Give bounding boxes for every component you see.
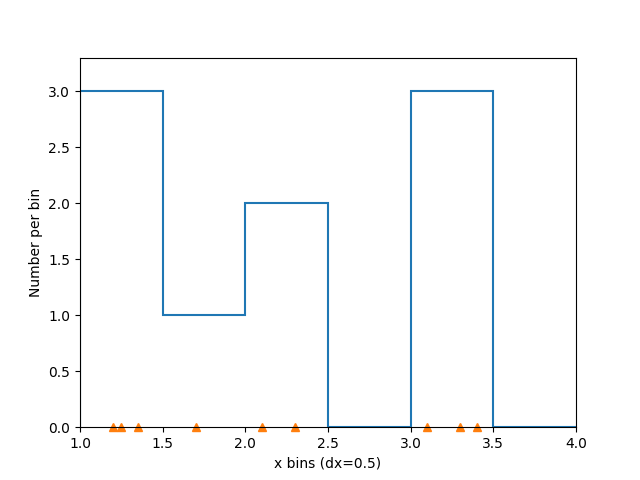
- X-axis label: x bins (dx=0.5): x bins (dx=0.5): [275, 456, 381, 470]
- Y-axis label: Number per bin: Number per bin: [29, 188, 43, 297]
